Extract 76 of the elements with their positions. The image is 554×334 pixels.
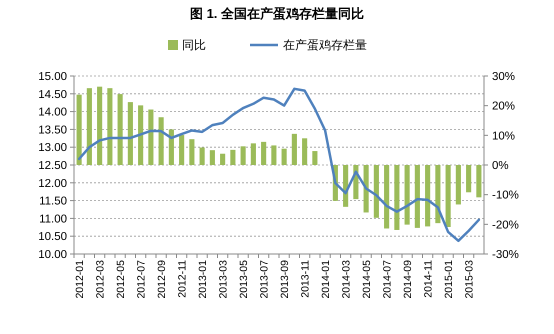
y-tick-label: 11.50 (39, 196, 67, 208)
x-tick-label: 2014-09 (402, 260, 414, 299)
y-tick-label: 13.50 (38, 124, 67, 136)
x-tick-label: 2014-11 (422, 260, 434, 298)
bar (404, 165, 410, 225)
y-tick-label: 12.50 (38, 160, 67, 172)
bar (107, 88, 112, 165)
x-tick-label: 2013-03 (217, 260, 230, 299)
bar (476, 165, 482, 198)
bar (271, 145, 276, 165)
x-tick-label: 2014-05 (360, 260, 373, 299)
x-tick-label: 2012-11 (176, 260, 188, 298)
y2-tick-label: -10% (492, 190, 519, 202)
bar (189, 139, 194, 165)
bar (414, 165, 420, 228)
bar (168, 129, 174, 165)
bar (446, 165, 451, 228)
line-series (78, 88, 480, 242)
bar (158, 117, 164, 165)
x-tick-label: 2014-07 (381, 260, 394, 299)
bar (302, 138, 308, 165)
y-tick-label: 10.50 (38, 231, 67, 244)
x-tick-label: 2013-07 (258, 260, 270, 299)
bar (118, 94, 123, 165)
y-tick-label: 13.00 (38, 142, 67, 154)
bar (179, 135, 184, 165)
bar (261, 142, 266, 165)
bar (128, 102, 133, 165)
bar (200, 147, 205, 165)
bar (456, 165, 461, 204)
x-tick-label: 2013-09 (278, 260, 291, 299)
bar (374, 165, 379, 218)
bar (312, 151, 318, 165)
y2-tick-label: -30% (492, 249, 519, 262)
bar (282, 148, 287, 165)
bar (148, 110, 154, 165)
y-tick-label: 14.50 (38, 88, 67, 101)
x-tick-label: 2012-07 (135, 260, 148, 299)
bar (138, 105, 144, 165)
x-tick-label: 2013-01 (196, 260, 209, 299)
y2-tick-label: 0% (492, 160, 509, 172)
legend-label: 在产蛋鸡存栏量 (283, 38, 367, 52)
y-tick-label: 14.00 (38, 106, 67, 119)
y-tick-label: 11.00 (39, 213, 67, 226)
bar (250, 143, 256, 165)
bar (240, 146, 246, 165)
bar (210, 150, 215, 165)
y-tick-label: 15.00 (38, 71, 67, 84)
bar (76, 94, 82, 165)
bar (394, 165, 400, 230)
bar (86, 88, 92, 165)
x-tick-label: 2014-01 (320, 260, 332, 299)
x-tick-label: 2015-01 (442, 260, 455, 299)
y2-tick-label: -20% (492, 219, 519, 232)
bar (292, 134, 297, 165)
legend-label: 同比 (182, 38, 206, 52)
y-tick-label: 12.00 (38, 178, 67, 190)
x-tick-label: 2012-09 (156, 260, 168, 299)
y2-tick-label: 20% (492, 100, 516, 113)
x-tick-label: 2012-03 (94, 260, 106, 299)
bar (466, 165, 472, 192)
x-tick-label: 2012-05 (114, 260, 127, 299)
bar (230, 150, 236, 165)
x-tick-label: 2013-05 (238, 260, 250, 299)
x-tick-label: 2014-03 (340, 260, 352, 299)
x-tick-label: 2013-11 (299, 260, 312, 298)
x-tick-label: 2015-03 (463, 260, 476, 299)
x-tick-label: 2012-01 (74, 260, 86, 299)
chart-title: 图 1. 全国在产蛋鸡存栏量同比 (190, 6, 364, 21)
bar (220, 154, 226, 165)
y2-tick-label: 10% (492, 130, 516, 142)
y2-tick-label: 30% (492, 71, 516, 84)
y-tick-label: 10.00 (38, 249, 67, 262)
bar (384, 165, 390, 228)
bar (97, 86, 102, 165)
bar (425, 165, 430, 226)
